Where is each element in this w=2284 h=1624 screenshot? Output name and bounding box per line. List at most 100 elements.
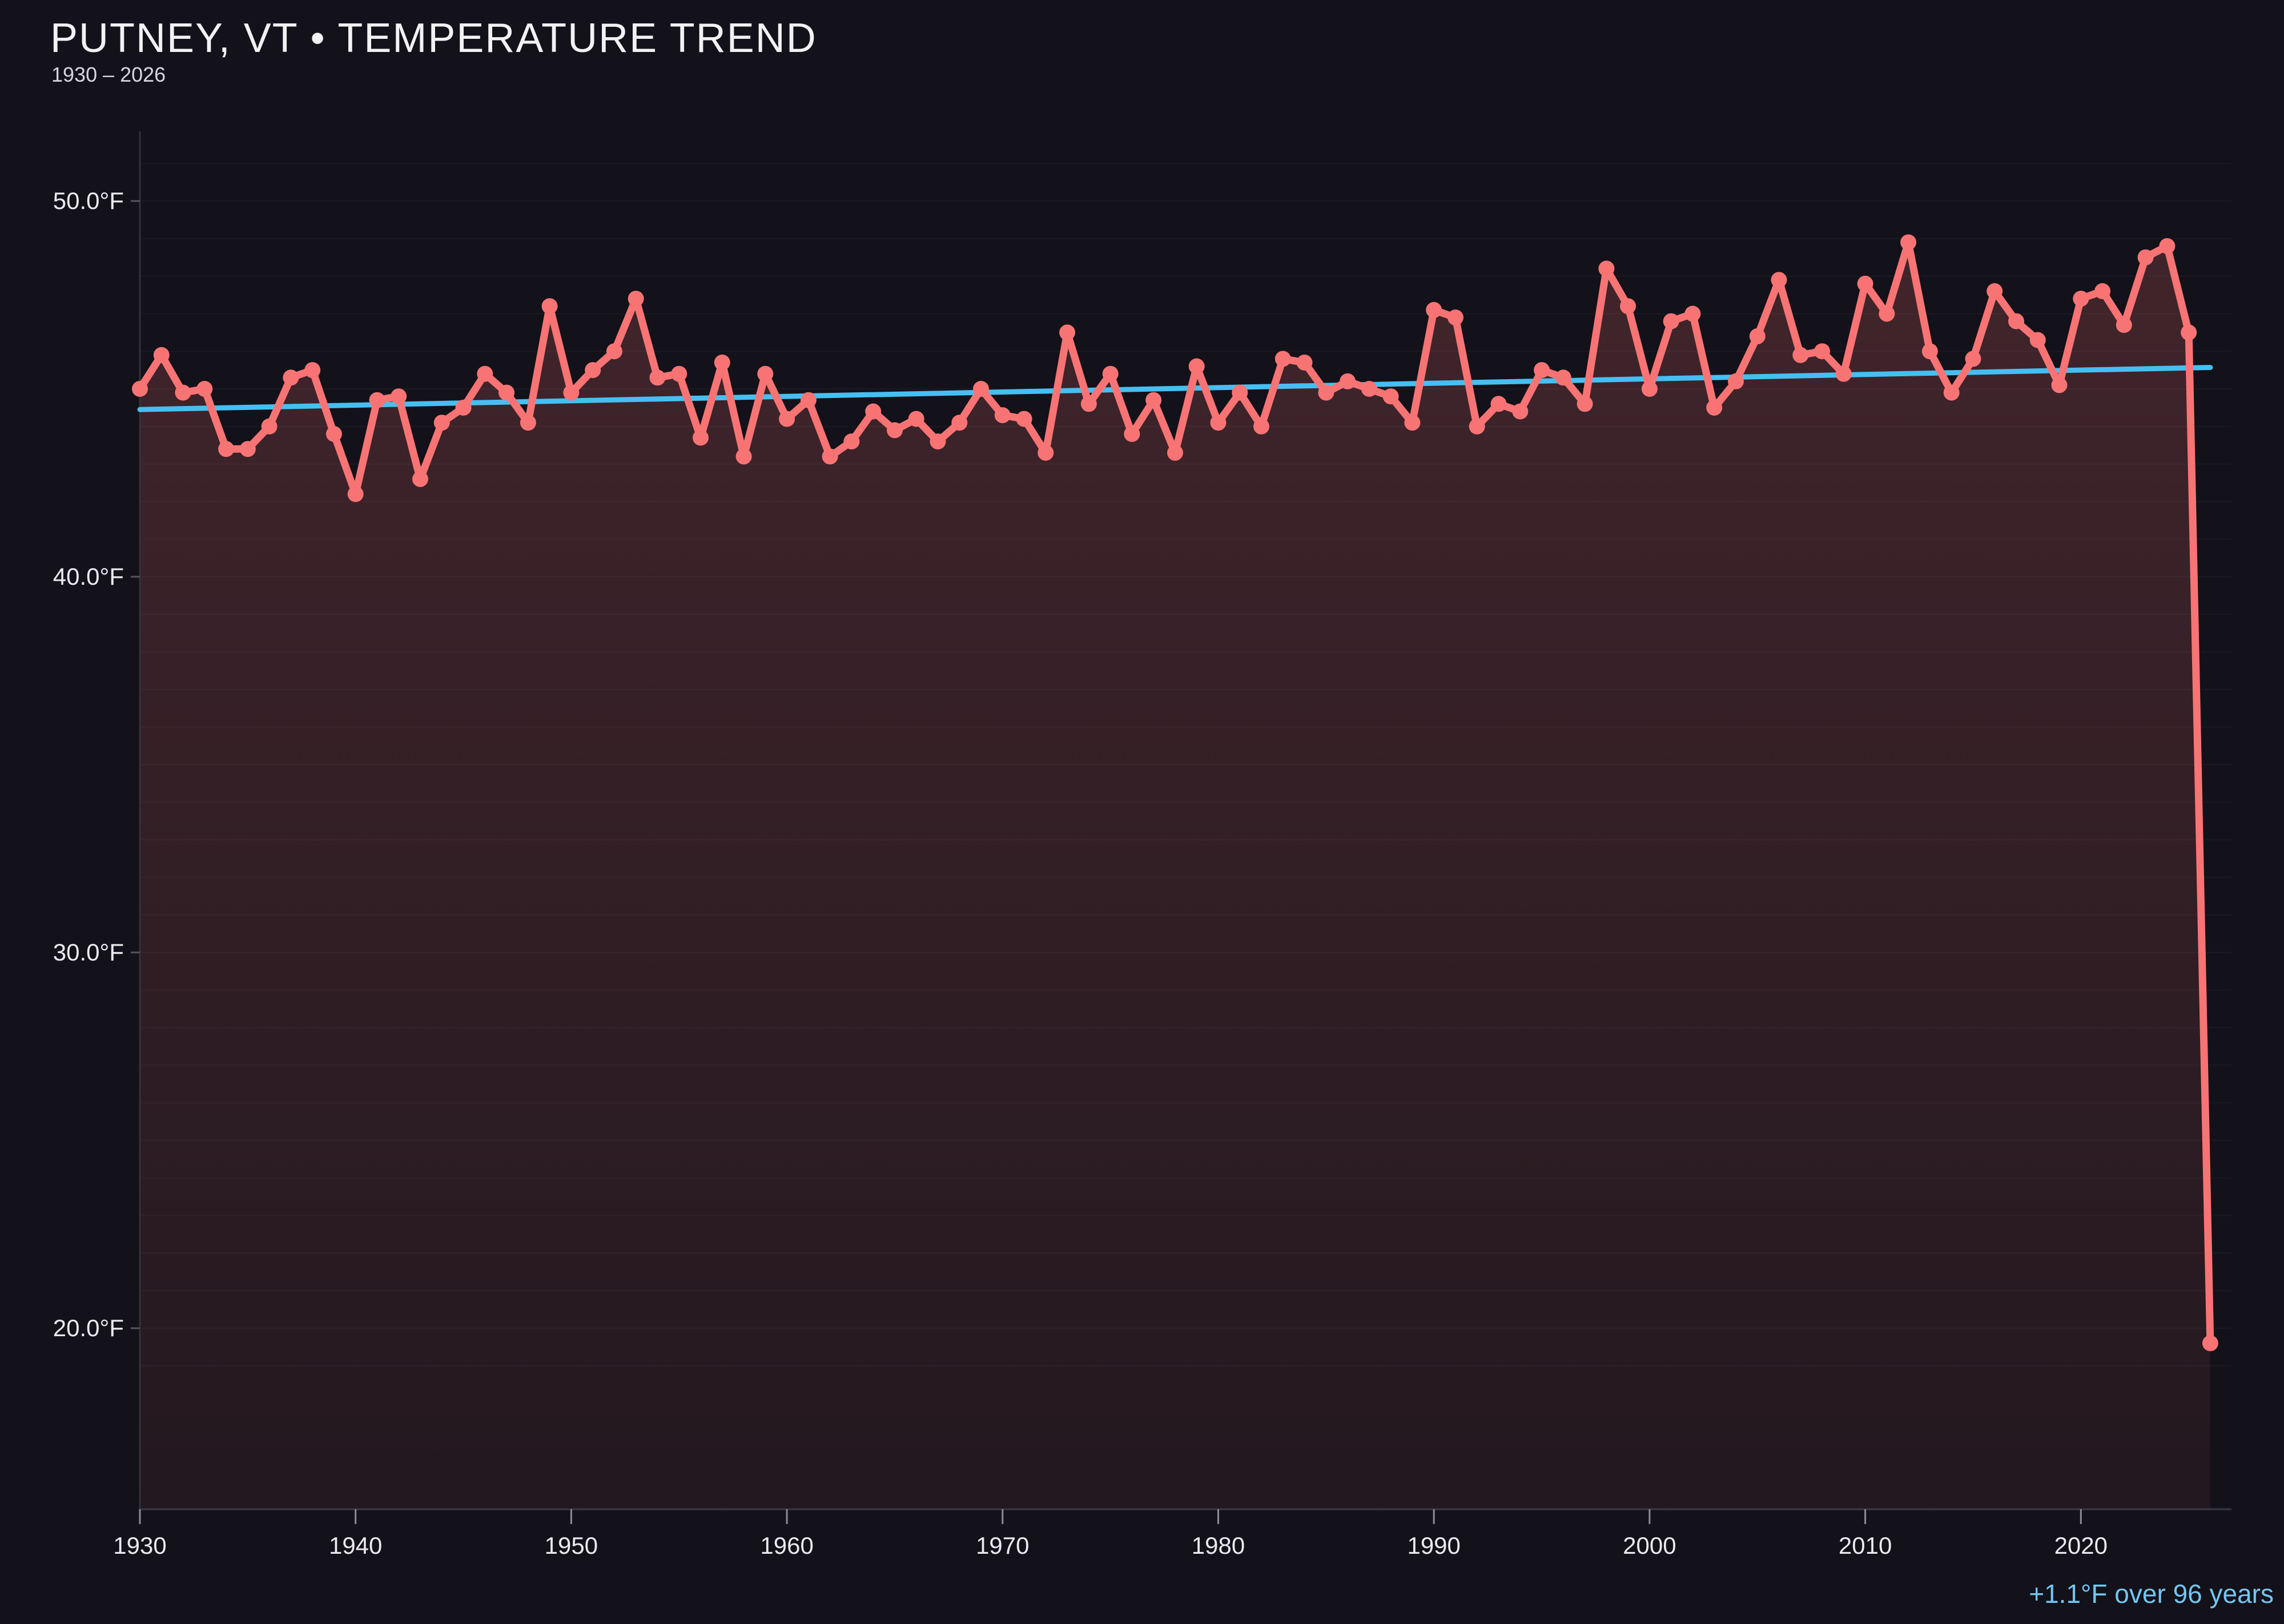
- data-point: [391, 388, 407, 405]
- data-point: [2073, 291, 2089, 307]
- y-tick-label: 30.0°F: [53, 939, 124, 966]
- x-tick-label: 1990: [1407, 1532, 1460, 1559]
- data-point: [1016, 411, 1032, 427]
- data-point: [455, 399, 472, 416]
- data-point: [1555, 369, 1571, 386]
- data-point: [2116, 317, 2132, 333]
- data-point: [822, 448, 838, 465]
- data-point: [1382, 388, 1399, 405]
- data-point: [1965, 351, 1981, 367]
- data-point: [2094, 283, 2111, 299]
- data-point: [1080, 396, 1097, 412]
- data-point: [520, 415, 536, 431]
- data-point: [1404, 415, 1421, 431]
- data-point: [1771, 272, 1787, 288]
- trend-line: [137, 364, 2213, 412]
- data-point: [1943, 384, 1960, 401]
- y-tick-label: 20.0°F: [53, 1315, 124, 1341]
- data-point: [1663, 313, 1679, 329]
- data-point: [671, 365, 687, 382]
- data-point: [1641, 381, 1658, 397]
- data-point: [1684, 305, 1701, 322]
- x-tick-label: 2020: [2054, 1532, 2108, 1559]
- data-point: [1038, 444, 1054, 461]
- data-point: [498, 384, 515, 401]
- chart-title: PUTNEY, VT • TEMPERATURE TREND: [50, 15, 817, 61]
- data-point: [1340, 373, 1356, 389]
- data-point: [1361, 381, 1377, 397]
- y-tick-label: 40.0°F: [53, 563, 124, 590]
- data-point: [1426, 302, 1442, 318]
- data-point: [283, 369, 299, 386]
- data-point: [1102, 365, 1119, 382]
- x-tick-label: 2000: [1623, 1532, 1676, 1559]
- data-point: [1167, 444, 1183, 461]
- data-point: [2051, 377, 2068, 393]
- x-tick-label: 1950: [545, 1532, 598, 1559]
- data-point: [585, 362, 601, 379]
- data-point: [2159, 238, 2176, 254]
- trend-annotation: +1.1°F over 96 years: [2029, 1579, 2274, 1609]
- data-point: [325, 426, 342, 442]
- data-point: [2202, 1335, 2218, 1352]
- data-point: [239, 441, 256, 457]
- y-tick-label: 50.0°F: [53, 187, 124, 214]
- data-point: [412, 471, 428, 487]
- data-point: [1232, 384, 1248, 401]
- data-point: [1728, 373, 1744, 389]
- data-point: [2008, 313, 2024, 329]
- data-point: [1188, 358, 1205, 375]
- data-point: [1792, 347, 1809, 363]
- data-point: [714, 354, 730, 371]
- data-point: [994, 407, 1011, 424]
- data-point: [649, 369, 666, 386]
- data-point: [887, 422, 903, 439]
- data-point: [175, 384, 191, 401]
- data-point: [1318, 384, 1334, 401]
- data-point: [1512, 403, 1529, 420]
- area-fill: [140, 242, 2210, 1510]
- data-point: [779, 411, 795, 427]
- data-point: [1835, 365, 1852, 382]
- data-point: [1749, 328, 1766, 344]
- x-tick-label: 1980: [1192, 1532, 1245, 1559]
- data-point: [132, 381, 148, 397]
- data-point: [1814, 343, 1831, 360]
- data-point: [369, 392, 385, 408]
- data-point: [1059, 324, 1076, 341]
- data-point: [1490, 396, 1507, 412]
- data-point: [800, 392, 817, 408]
- data-point: [930, 433, 946, 450]
- data-point: [735, 448, 752, 465]
- chart-subtitle: 1930 – 2026: [51, 63, 166, 86]
- data-point: [843, 433, 860, 450]
- data-point: [951, 415, 968, 431]
- x-tick-label: 1960: [760, 1532, 813, 1559]
- data-point: [973, 381, 989, 397]
- data-point: [1577, 396, 1593, 412]
- x-tick-label: 1970: [976, 1532, 1029, 1559]
- data-point: [1274, 351, 1291, 367]
- data-point: [477, 365, 493, 382]
- x-tick-label: 1940: [329, 1532, 382, 1559]
- data-point: [218, 441, 235, 457]
- data-point: [628, 291, 644, 307]
- data-point: [1210, 415, 1227, 431]
- data-point: [865, 403, 882, 420]
- data-point: [2137, 249, 2154, 266]
- data-point: [1857, 275, 1873, 292]
- data-point: [1879, 305, 1895, 322]
- data-point: [1598, 260, 1615, 277]
- data-point: [1253, 418, 1269, 435]
- x-tick-label: 1930: [113, 1532, 166, 1559]
- data-point: [304, 362, 321, 379]
- data-point: [347, 486, 364, 503]
- data-point: [1469, 418, 1485, 435]
- data-point: [196, 381, 213, 397]
- data-point: [1900, 234, 1917, 251]
- data-point: [261, 418, 278, 435]
- data-point: [1447, 309, 1463, 325]
- data-point: [153, 347, 170, 363]
- data-point: [1620, 298, 1636, 315]
